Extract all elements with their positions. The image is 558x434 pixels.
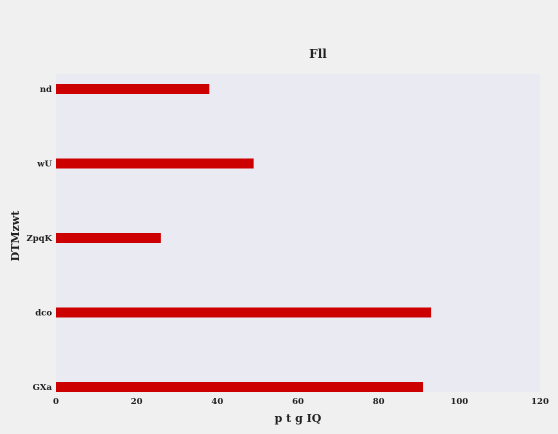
y-axis-title: DTMzwt [9,210,22,262]
x-axis-title: p t g IQ [275,412,322,425]
bar-wU [56,158,254,169]
x-tick-labels: 0 20 40 60 80 100 120 [53,397,549,407]
y-tick-label: GXa [33,383,53,393]
chart-title: Fll [309,47,327,61]
x-tick-label: 60 [292,397,304,407]
y-tick-label: wU [36,160,52,170]
y-tick-label: dco [35,309,52,319]
bars-group [56,84,432,392]
y-tick-labels: nd wU ZpqK dco GXa [27,85,53,393]
x-tick-label: 0 [53,397,59,407]
x-tick-label: 120 [531,397,549,407]
bar-nd [56,84,210,94]
x-tick-label: 80 [373,397,385,407]
y-tick-label: ZpqK [27,234,53,244]
x-tick-label: 20 [131,397,143,407]
y-tick-label: nd [40,85,52,95]
bar-GXa [56,382,424,392]
x-tick-label: 40 [211,397,223,407]
x-tick-label: 100 [450,397,468,407]
bar-ZpqK [56,233,161,243]
bar-dco [56,307,432,318]
